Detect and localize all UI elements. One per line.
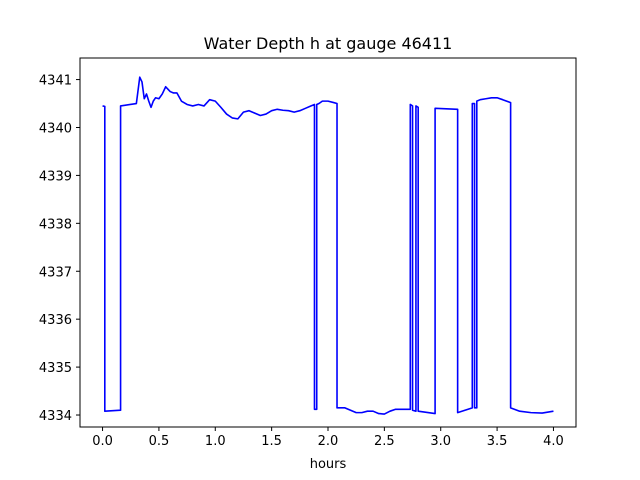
y-tick-label: 4334 — [39, 409, 72, 424]
x-tick-label: 2.5 — [374, 434, 395, 449]
y-tick-label: 4341 — [39, 74, 72, 89]
y-tick-label: 4340 — [39, 121, 72, 136]
x-tick-label: 3.0 — [430, 434, 451, 449]
x-tick-label: 2.0 — [318, 434, 339, 449]
y-tick-label: 4337 — [39, 265, 72, 280]
chart-title: Water Depth h at gauge 46411 — [204, 34, 453, 53]
x-axis-label: hours — [310, 457, 347, 472]
series-line-0 — [102, 76, 554, 415]
x-axis-ticks: 0.0 0.5 1.0 1.5 2.0 2.5 3.0 3.5 4.0 — [92, 427, 564, 449]
x-tick-label: 1.0 — [205, 434, 226, 449]
y-tick-label: 4335 — [39, 361, 72, 376]
x-tick-label: 4.0 — [543, 434, 564, 449]
y-axis-ticks: 4334 4335 4336 4337 4338 4339 4340 4341 — [39, 74, 80, 424]
y-tick-label: 4338 — [39, 217, 72, 232]
x-tick-label: 3.5 — [487, 434, 508, 449]
y-tick-label: 4336 — [39, 313, 72, 328]
x-tick-label: 0.0 — [92, 434, 113, 449]
x-tick-label: 1.5 — [261, 434, 282, 449]
x-tick-label: 0.5 — [149, 434, 170, 449]
plot-area — [102, 76, 554, 415]
y-tick-label: 4339 — [39, 169, 72, 184]
plot-frame — [79, 57, 577, 428]
